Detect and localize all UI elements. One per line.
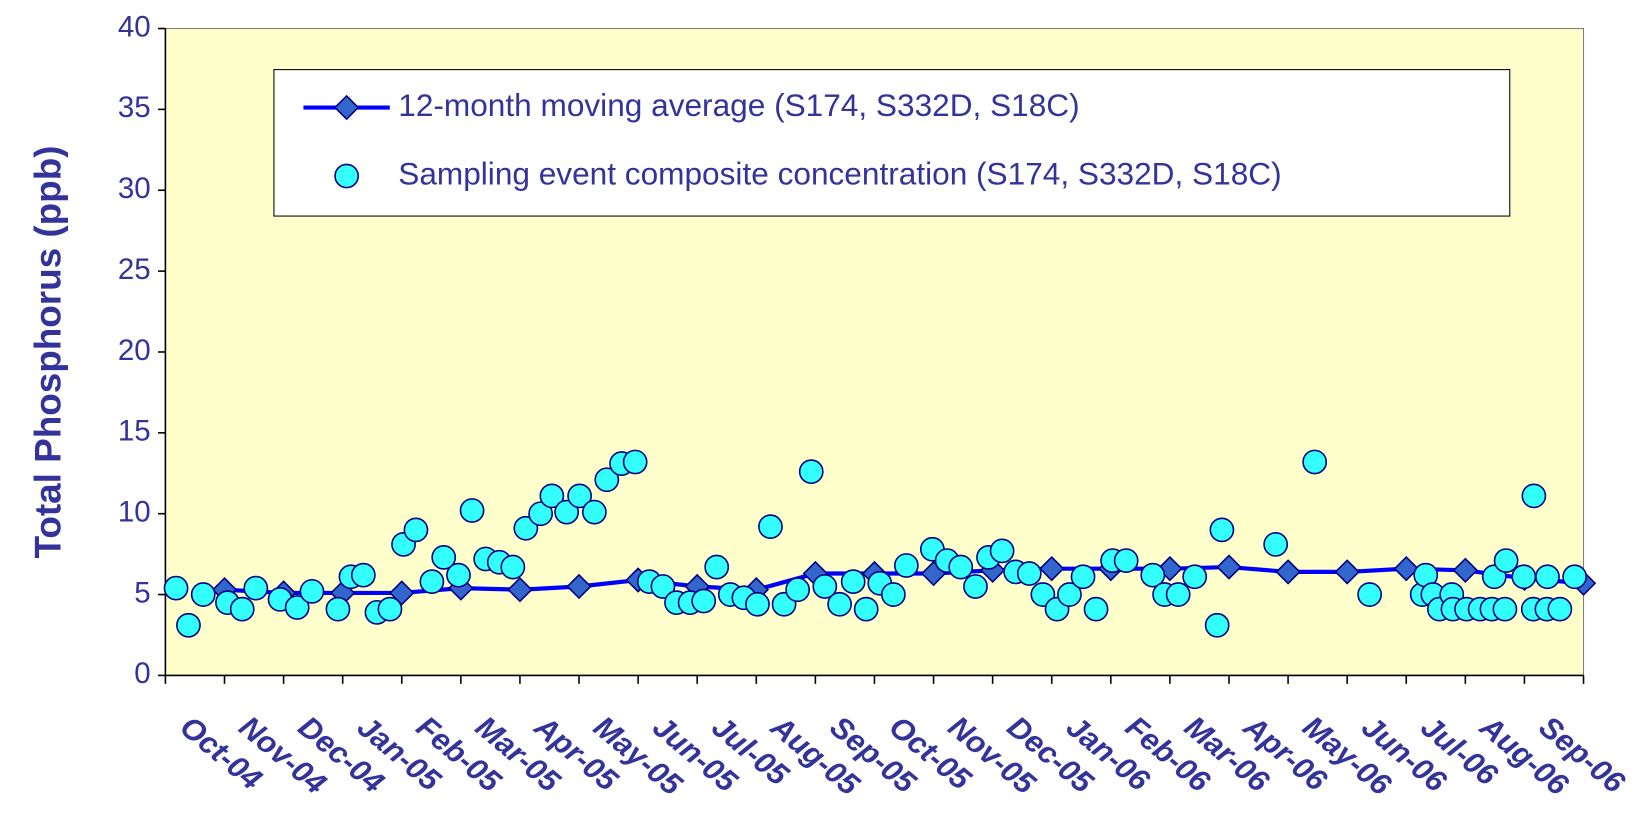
- sample-point: [650, 574, 676, 599]
- sample-point: [1493, 548, 1519, 573]
- moving-average-marker: [1334, 559, 1360, 585]
- sample-point: [840, 569, 866, 594]
- moving-average-marker: [507, 576, 533, 603]
- sample-point: [403, 517, 429, 543]
- sample-point: [1521, 483, 1547, 509]
- sample-point: [758, 514, 783, 540]
- moving-average-marker: [1216, 554, 1242, 580]
- sample-point: [1547, 596, 1573, 622]
- y-tick-label: 0: [134, 657, 150, 690]
- sample-point: [798, 459, 824, 485]
- sample-point: [1535, 564, 1560, 590]
- sample-point: [989, 538, 1015, 564]
- sample-point: [350, 562, 376, 588]
- sample-point: [299, 578, 325, 604]
- sample-point: [948, 554, 974, 580]
- sample-point: [893, 553, 919, 578]
- y-tick-label: 35: [118, 91, 151, 124]
- sample-point: [1016, 561, 1042, 586]
- sample-point: [880, 582, 906, 607]
- sample-point: [1140, 562, 1166, 588]
- sample-point: [1057, 582, 1082, 607]
- sample-point: [539, 483, 565, 509]
- sample-point: [1070, 564, 1096, 590]
- sample-point: [1357, 582, 1382, 607]
- y-tick-label: 20: [118, 334, 151, 367]
- sample-point: [1209, 517, 1235, 543]
- sample-point: [812, 574, 838, 599]
- sample-point: [1511, 564, 1537, 590]
- sample-point: [963, 574, 988, 599]
- y-tick-label: 5: [134, 576, 150, 609]
- sample-point: [691, 588, 717, 614]
- sample-point: [1204, 612, 1230, 638]
- sample-point: [459, 498, 485, 523]
- sample-point: [500, 554, 526, 580]
- y-tick-label: 25: [118, 253, 151, 286]
- sample-point: [1492, 596, 1518, 622]
- legend-label: Sampling event composite concentration (…: [398, 155, 1281, 191]
- sample-point: [704, 554, 730, 580]
- sample-point: [853, 596, 879, 622]
- sample-point: [594, 467, 620, 493]
- sample-point: [1113, 548, 1139, 573]
- sample-point: [325, 596, 351, 622]
- legend-marker: [334, 163, 360, 189]
- sample-point: [582, 499, 607, 525]
- sample-point: [243, 575, 269, 601]
- moving-average-marker: [1039, 555, 1065, 582]
- y-tick-label: 15: [118, 415, 151, 448]
- sample-point: [1302, 449, 1328, 475]
- sample-point: [446, 562, 471, 588]
- y-axis-title: Total Phosphorus (ppb): [27, 146, 68, 559]
- sample-point: [176, 612, 201, 638]
- moving-average-marker: [566, 573, 592, 600]
- sample-point: [377, 596, 403, 622]
- sample-point: [1182, 564, 1208, 590]
- sample-point: [513, 515, 539, 541]
- sample-point: [1165, 582, 1191, 607]
- sample-point: [622, 449, 648, 475]
- sample-point: [528, 501, 553, 527]
- y-tick-label: 40: [118, 10, 151, 43]
- sample-point: [1562, 564, 1588, 590]
- sample-point: [163, 575, 189, 601]
- legend-box: [273, 69, 1511, 217]
- y-tick-label: 30: [118, 172, 151, 205]
- moving-average-marker: [1452, 557, 1479, 584]
- sample-point: [1263, 532, 1289, 557]
- moving-average-marker: [1275, 559, 1301, 585]
- sample-point: [745, 591, 770, 617]
- legend-marker: [333, 94, 360, 121]
- sample-point: [1083, 596, 1109, 622]
- sample-point: [284, 595, 310, 620]
- sample-point: [431, 544, 457, 570]
- sample-point: [827, 591, 852, 617]
- legend-label: 12-month moving average (S174, S332D, S1…: [398, 87, 1079, 123]
- sample-point: [190, 582, 216, 607]
- sample-point: [785, 577, 811, 603]
- sample-point: [419, 569, 445, 594]
- sample-point: [229, 596, 255, 622]
- moving-average-marker: [389, 580, 415, 606]
- moving-average-marker: [1393, 555, 1419, 582]
- sample-point: [554, 499, 579, 525]
- sample-point: [567, 483, 592, 509]
- y-tick-label: 10: [118, 495, 151, 528]
